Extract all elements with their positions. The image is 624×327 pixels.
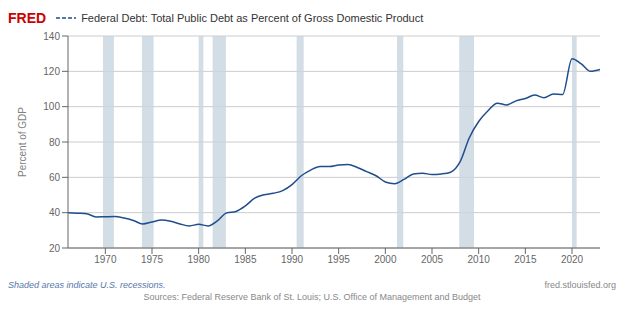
svg-text:1975: 1975: [141, 254, 164, 265]
svg-text:2015: 2015: [514, 254, 537, 265]
html-text:FRED: FRED: [8, 10, 47, 26]
svg-text:2000: 2000: [374, 254, 397, 265]
svg-text:100: 100: [43, 101, 60, 112]
svg-text:1980: 1980: [188, 254, 211, 265]
html-text:Sources: Federal Reserve Bank: Sources: Federal Reserve Bank of St. Lou…: [143, 292, 481, 302]
svg-text:120: 120: [43, 66, 60, 77]
svg-text:2010: 2010: [468, 254, 491, 265]
svg-text:1970: 1970: [94, 254, 117, 265]
html-text:fred.stlouisfed.org: fred.stlouisfed.org: [544, 280, 616, 290]
html-text:Federal Debt: Total Public Deb: Federal Debt: Total Public Debt as Perce…: [81, 12, 424, 24]
svg-text:80: 80: [49, 137, 61, 148]
svg-text:1995: 1995: [328, 254, 351, 265]
svg-text:1985: 1985: [234, 254, 257, 265]
html-text:Shaded areas indicate U.S. rec: Shaded areas indicate U.S. recessions.: [8, 280, 166, 290]
svg-text:60: 60: [49, 172, 61, 183]
svg-text:2020: 2020: [561, 254, 584, 265]
svg-text:140: 140: [43, 31, 60, 42]
svg-text:2005: 2005: [421, 254, 444, 265]
svg-text:Percent of GDP: Percent of GDP: [17, 107, 28, 177]
svg-text:40: 40: [49, 207, 61, 218]
svg-text:20: 20: [49, 243, 61, 254]
svg-text:1990: 1990: [281, 254, 304, 265]
